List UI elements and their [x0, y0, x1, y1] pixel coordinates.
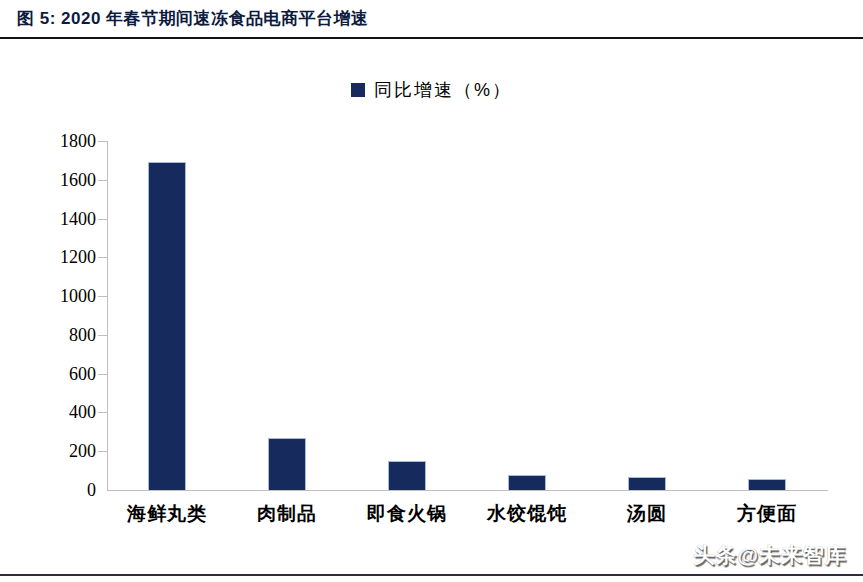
x-category-label: 汤圆 [587, 501, 707, 527]
y-tick-label: 1000 [0, 285, 96, 307]
x-category-label: 水饺馄饨 [467, 501, 587, 527]
x-axis-line [107, 490, 828, 491]
y-tick-label: 600 [0, 363, 96, 385]
bar [748, 479, 786, 490]
y-axis-line [107, 141, 108, 491]
bar [268, 438, 306, 490]
y-tick [98, 335, 107, 336]
y-tick-label: 1200 [0, 246, 96, 268]
y-tick [98, 141, 107, 142]
footer-rule [0, 574, 863, 576]
y-tick-label: 1400 [0, 208, 96, 230]
watermark: 头条@未来智库 [694, 541, 847, 569]
y-tick [98, 296, 107, 297]
y-tick-label: 800 [0, 324, 96, 346]
y-tick-label: 200 [0, 440, 96, 462]
bar [148, 162, 186, 490]
y-tick [98, 257, 107, 258]
y-tick-label: 1800 [0, 130, 96, 152]
y-tick [98, 374, 107, 375]
x-category-label: 即食火锅 [347, 501, 467, 527]
figure: 图 5: 2020 年春节期间速冻食品电商平台增速 同比增速（%） 020040… [0, 0, 863, 582]
x-category-label: 方便面 [707, 501, 827, 527]
y-tick [98, 412, 107, 413]
y-tick-label: 0 [0, 479, 96, 501]
plot-area: 0 200 400 600 800 1000 1200 1400 1600 1800 海鲜丸类肉制品… [0, 0, 863, 582]
x-category-label: 海鲜丸类 [107, 501, 227, 527]
y-tick-label: 400 [0, 401, 96, 423]
bar [508, 475, 546, 490]
y-tick-label: 1600 [0, 169, 96, 191]
bar [628, 477, 666, 490]
bar [388, 461, 426, 490]
y-tick [98, 219, 107, 220]
y-tick [98, 451, 107, 452]
y-tick [98, 180, 107, 181]
x-category-label: 肉制品 [227, 501, 347, 527]
